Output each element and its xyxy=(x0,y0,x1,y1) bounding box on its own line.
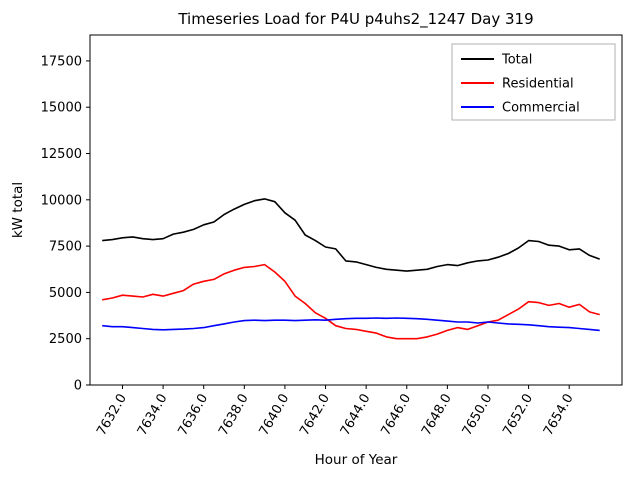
x-tick-label: 7638.0 xyxy=(216,392,252,439)
series-line-residential xyxy=(102,263,600,340)
x-tick-label: 7654.0 xyxy=(541,392,577,439)
y-tick-label: 15000 xyxy=(41,101,82,116)
y-tick-label: 10000 xyxy=(41,193,82,208)
y-tick-label: 2500 xyxy=(49,332,82,347)
plot-area xyxy=(89,34,623,386)
y-tick-label: 0 xyxy=(74,379,82,394)
y-tick-label: 12500 xyxy=(41,147,82,162)
y-axis-label: kW total xyxy=(10,182,26,238)
legend-label-commercial: Commercial xyxy=(502,101,580,116)
x-tick-label: 7636.0 xyxy=(175,392,211,439)
y-tick-label: 5000 xyxy=(49,286,82,301)
y-tick-label: 7500 xyxy=(49,240,82,255)
x-tick-label: 7646.0 xyxy=(378,392,414,439)
x-tick-label: 7648.0 xyxy=(419,392,455,439)
series-line-total xyxy=(102,198,600,272)
legend-label-total: Total xyxy=(501,53,532,68)
x-tick-label: 7634.0 xyxy=(135,392,171,439)
x-axis-label: Hour of Year xyxy=(315,452,398,468)
legend-label-residential: Residential xyxy=(502,77,574,92)
x-tick-label: 7644.0 xyxy=(338,392,374,439)
x-tick-label: 7642.0 xyxy=(297,392,333,439)
x-tick-label: 7632.0 xyxy=(94,392,130,439)
x-tick-label: 7640.0 xyxy=(257,392,293,439)
y-tick-label: 17500 xyxy=(41,54,82,69)
x-tick-label: 7650.0 xyxy=(460,392,496,439)
x-tick-label: 7652.0 xyxy=(500,392,536,439)
chart-title: Timeseries Load for P4U p4uhs2_1247 Day … xyxy=(177,10,533,29)
series-line-commercial xyxy=(102,317,600,332)
